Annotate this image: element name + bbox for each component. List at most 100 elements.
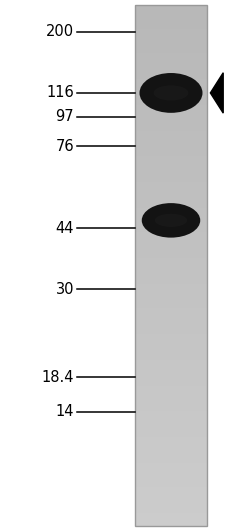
Bar [135, 78, 207, 80]
Bar [135, 387, 207, 389]
Bar [135, 299, 207, 302]
Bar [135, 246, 207, 248]
Bar [135, 114, 207, 116]
Bar [135, 463, 207, 465]
Bar [135, 19, 207, 21]
Bar [135, 336, 207, 338]
Bar [135, 150, 207, 153]
Text: 30: 30 [56, 282, 74, 297]
Bar [135, 302, 207, 304]
Bar [135, 291, 207, 293]
Bar [135, 62, 207, 64]
Bar [135, 149, 207, 151]
Bar [135, 374, 207, 376]
Bar [135, 265, 207, 267]
Bar [135, 494, 207, 496]
Bar [135, 381, 207, 383]
Bar [135, 182, 207, 184]
Bar [135, 419, 207, 422]
Bar [135, 119, 207, 122]
Bar [135, 69, 207, 71]
Bar [135, 5, 207, 526]
Bar [135, 354, 207, 356]
Bar [135, 107, 207, 109]
Bar [135, 388, 207, 390]
Bar [135, 131, 207, 134]
Bar [135, 98, 207, 101]
Bar [135, 511, 207, 513]
Text: 97: 97 [56, 109, 74, 124]
Bar [135, 67, 207, 70]
Bar [135, 254, 207, 257]
Bar [135, 235, 207, 238]
Bar [135, 117, 207, 120]
Bar [135, 135, 207, 137]
Bar [135, 192, 207, 194]
Bar [135, 20, 207, 23]
Bar [135, 456, 207, 458]
Bar [135, 338, 207, 340]
Bar [135, 191, 207, 193]
Text: 44: 44 [56, 221, 74, 236]
Bar [135, 228, 207, 231]
Bar [135, 8, 207, 11]
Bar [135, 355, 207, 357]
Bar [135, 147, 207, 149]
Bar [135, 5, 207, 7]
Text: 14: 14 [56, 404, 74, 419]
Bar [135, 373, 207, 375]
Bar [135, 313, 207, 316]
Bar [135, 74, 207, 76]
Bar [135, 234, 207, 236]
Bar [135, 284, 207, 286]
Bar [135, 410, 207, 413]
Bar [135, 45, 207, 47]
Bar [135, 306, 207, 309]
Bar [135, 113, 207, 115]
Bar [135, 501, 207, 503]
Bar [135, 230, 207, 233]
Bar [135, 508, 207, 510]
Bar [135, 443, 207, 446]
Bar [135, 180, 207, 182]
Bar [135, 58, 207, 61]
Bar [135, 430, 207, 432]
Bar [135, 407, 207, 409]
Bar [135, 95, 207, 97]
Bar [135, 187, 207, 189]
Bar [135, 38, 207, 40]
Ellipse shape [155, 214, 187, 227]
Bar [135, 244, 207, 246]
Bar [135, 130, 207, 132]
Bar [135, 371, 207, 373]
Bar [135, 237, 207, 239]
Bar [135, 253, 207, 255]
Bar [135, 393, 207, 396]
Bar [135, 50, 207, 52]
Bar [135, 211, 207, 213]
Bar [135, 215, 207, 217]
Bar [135, 477, 207, 479]
Bar [135, 400, 207, 402]
Bar [135, 348, 207, 350]
Bar [135, 195, 207, 198]
Bar [135, 72, 207, 75]
Bar [135, 433, 207, 435]
Bar [135, 485, 207, 487]
Bar [135, 202, 207, 205]
Bar [135, 221, 207, 224]
Bar [135, 279, 207, 281]
Bar [135, 165, 207, 167]
Bar [135, 65, 207, 68]
Text: 200: 200 [46, 24, 74, 39]
Bar [135, 35, 207, 37]
Bar [135, 133, 207, 135]
Bar [135, 390, 207, 392]
Bar [135, 451, 207, 453]
Bar [135, 378, 207, 380]
Bar [135, 183, 207, 186]
Bar [135, 295, 207, 297]
Bar [135, 247, 207, 250]
Bar [135, 357, 207, 359]
Bar [135, 484, 207, 486]
